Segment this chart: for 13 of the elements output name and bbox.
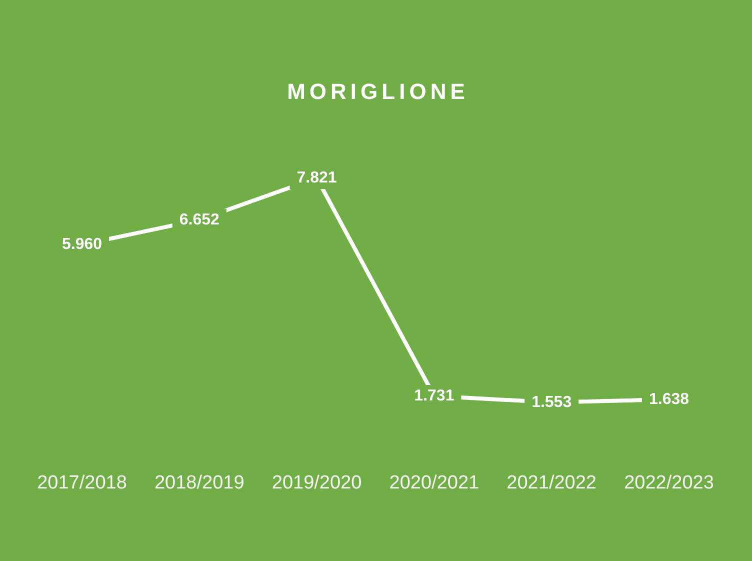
x-tick-label: 2017/2018 <box>37 472 127 494</box>
chart-title: MORIGLIONE <box>286 78 470 106</box>
data-label: 1.553 <box>532 394 572 411</box>
data-label: 5.960 <box>62 236 102 254</box>
x-tick-label: 2021/2022 <box>506 472 597 494</box>
data-label: 7.821 <box>296 170 337 186</box>
data-label: 1.731 <box>414 388 454 405</box>
x-tick-label: 2019/2020 <box>272 472 362 494</box>
x-tick-label: 2018/2019 <box>154 472 244 494</box>
x-tick-label: 2020/2021 <box>389 472 480 494</box>
x-tick-label: 2022/2023 <box>624 472 714 494</box>
data-label: 1.638 <box>648 390 690 408</box>
data-label: 6.652 <box>179 211 220 228</box>
